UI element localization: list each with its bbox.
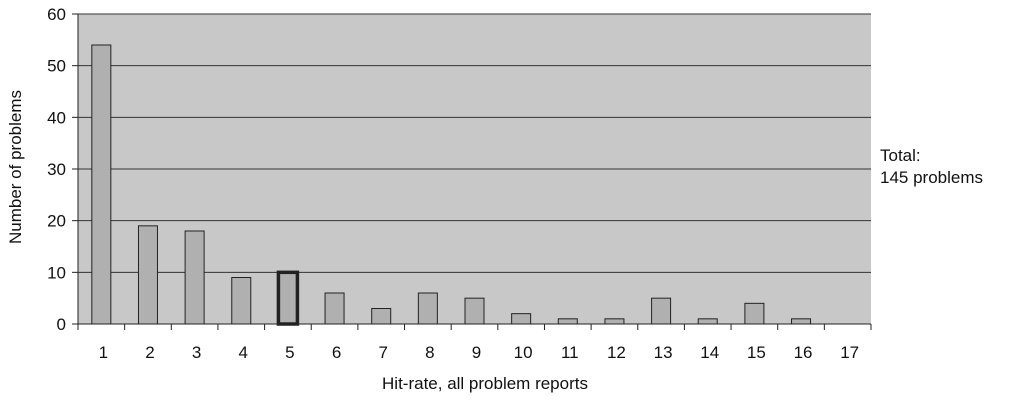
bar <box>697 318 718 325</box>
y-tick-label: 0 <box>57 315 66 334</box>
y-tick-label: 50 <box>47 57 66 76</box>
total-annotation-value: 145 problems <box>880 168 983 187</box>
bar <box>511 313 532 325</box>
bar <box>744 302 765 325</box>
bar <box>791 318 812 325</box>
x-tick-label: 5 <box>285 343 294 362</box>
y-axis-label: Number of problems <box>6 90 25 244</box>
bar <box>417 292 438 325</box>
x-tick-label: 4 <box>239 343 248 362</box>
x-axis-label: Hit-rate, all problem reports <box>382 374 588 393</box>
bar <box>464 297 485 325</box>
bars <box>91 44 812 326</box>
x-tick-label: 17 <box>840 343 859 362</box>
bar <box>137 225 158 325</box>
gridlines <box>78 13 871 273</box>
y-tick-label: 30 <box>47 160 66 179</box>
x-tick-label: 7 <box>378 343 387 362</box>
x-tick-label: 6 <box>332 343 341 362</box>
x-tick-label: 14 <box>700 343 719 362</box>
y-tick-label: 60 <box>47 5 66 24</box>
y-ticks: 0 10 20 30 40 50 60 <box>47 5 78 334</box>
bar <box>557 318 578 325</box>
bar <box>231 277 252 325</box>
y-tick-label: 10 <box>47 263 66 282</box>
bar <box>184 230 205 325</box>
x-tick-label: 15 <box>747 343 766 362</box>
bar <box>651 297 672 325</box>
bar <box>604 318 625 325</box>
y-tick-label: 40 <box>47 108 66 127</box>
bar <box>91 44 112 325</box>
total-annotation-label: Total: <box>880 146 921 165</box>
x-tick-label: 13 <box>654 343 673 362</box>
x-tick-label: 12 <box>607 343 626 362</box>
x-tick-label: 1 <box>99 343 108 362</box>
x-tick-label: 16 <box>794 343 813 362</box>
x-tick-label: 9 <box>472 343 481 362</box>
x-tick-label: 10 <box>514 343 533 362</box>
x-tick-label: 8 <box>425 343 434 362</box>
bar <box>324 292 345 325</box>
bar <box>371 308 392 325</box>
bar-highlighted <box>276 270 300 326</box>
y-tick-label: 20 <box>47 212 66 231</box>
x-tick-label: 11 <box>561 343 579 362</box>
x-ticks: 1 2 3 4 5 6 7 8 9 10 11 12 13 14 15 16 17 <box>77 324 872 362</box>
x-tick-label: 2 <box>145 343 154 362</box>
x-tick-label: 3 <box>192 343 201 362</box>
